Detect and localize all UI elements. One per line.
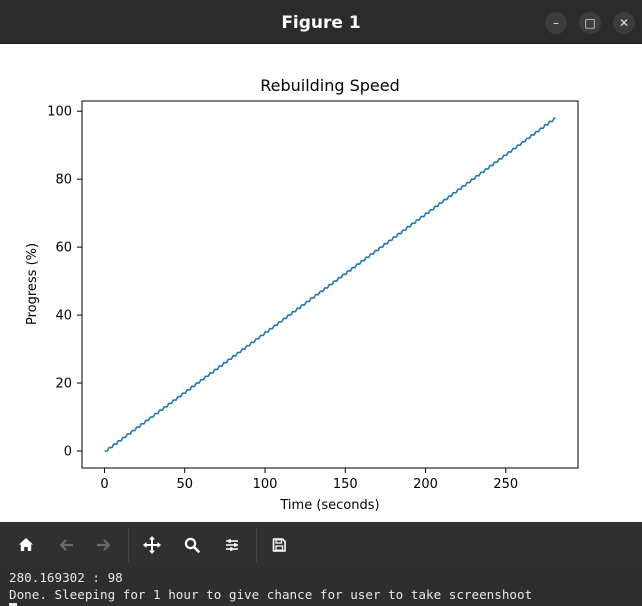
figure-canvas[interactable]: 0 50 100 150 200 250 0 20 40 60 80 100 Rebuilding S… (0, 44, 642, 522)
axes-frame (81, 100, 579, 469)
line-chart: 0 50 100 150 200 250 0 20 40 60 80 100 Rebuilding S… (25, 76, 579, 513)
x-tick-label: 150 (333, 477, 358, 492)
x-tick-label: 250 (493, 477, 518, 492)
forward-button[interactable] (90, 531, 118, 559)
chart-title: Rebuilding Speed (260, 76, 400, 95)
terminal-cursor (9, 603, 17, 606)
y-tick-label: 80 (55, 173, 72, 188)
y-axis-label: Progress (%) (25, 243, 40, 325)
zoom-button[interactable] (178, 531, 206, 559)
save-icon (272, 538, 286, 552)
configure-subplots-button[interactable] (218, 531, 246, 559)
home-button[interactable] (12, 531, 40, 559)
save-button[interactable] (265, 531, 293, 559)
x-axis-label: Time (seconds) (279, 498, 379, 513)
back-arrow-icon (59, 539, 74, 551)
terminal-line-status: Done. Sleeping for 1 hour to give chance… (9, 587, 533, 602)
minimize-icon: – (553, 16, 559, 30)
y-tick-label: 20 (55, 377, 72, 392)
back-button[interactable] (52, 531, 80, 559)
x-tick-label: 100 (253, 477, 278, 492)
x-tick-label: 0 (100, 477, 108, 492)
y-tick-label: 60 (55, 241, 72, 256)
terminal-line-progress: 280.169302 : 98 (9, 570, 123, 585)
close-button[interactable]: ✕ (613, 12, 635, 34)
x-tick-label: 50 (176, 477, 193, 492)
home-icon (19, 538, 33, 551)
toolbar-separator (256, 528, 257, 562)
zoom-icon (184, 537, 200, 553)
toolbar-separator (128, 528, 129, 562)
y-tick-label: 0 (64, 445, 72, 460)
x-tick-label: 200 (413, 477, 438, 492)
pan-icon (143, 536, 161, 554)
window-title: Figure 1 (281, 13, 361, 33)
progress-series-line (104, 117, 556, 452)
y-tick-label: 40 (55, 309, 72, 324)
close-icon: ✕ (618, 16, 630, 30)
navigation-toolbar (0, 522, 642, 568)
y-tick-label: 100 (47, 105, 72, 120)
configure-subplots-icon (226, 539, 238, 551)
minimize-button[interactable]: – (545, 12, 567, 34)
pan-button[interactable] (138, 531, 166, 559)
window-titlebar[interactable]: Figure 1 – □ ✕ (0, 0, 642, 44)
terminal-output[interactable]: 280.169302 : 98 Done. Sleeping for 1 hour… (0, 568, 642, 606)
maximize-button[interactable]: □ (579, 12, 601, 34)
maximize-icon: □ (584, 16, 596, 30)
forward-arrow-icon (96, 539, 111, 551)
